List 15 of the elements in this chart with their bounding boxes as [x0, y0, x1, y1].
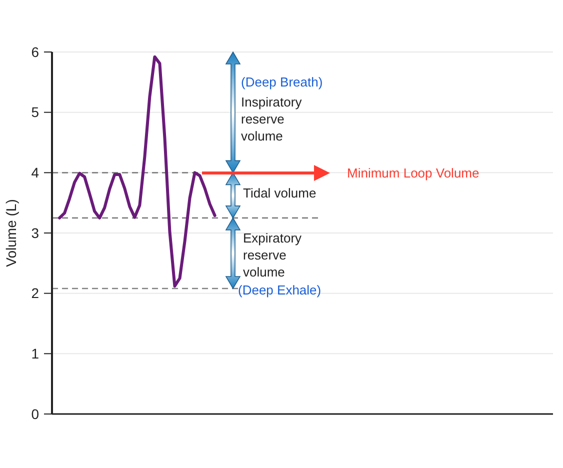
- y-tick-label: 1: [31, 346, 40, 362]
- y-tick-label: 3: [31, 224, 40, 241]
- annotation: Inspiratory reserve volume: [241, 94, 302, 144]
- y-axis-title: Volume (L): [3, 199, 19, 267]
- y-tick-label: 2: [31, 285, 40, 302]
- y-tick-label: 6: [31, 44, 40, 60]
- annotation: Expiratory reserve volume: [243, 230, 302, 280]
- annotation: Minimum Loop Volume: [347, 166, 480, 181]
- y-tick-label: 5: [31, 104, 40, 120]
- y-tick-label: 4: [31, 164, 40, 181]
- annotation: Tidal volume: [243, 186, 316, 201]
- y-tick-label: 0: [31, 406, 40, 422]
- line-series: [58, 55, 216, 288]
- annotation: (Deep Breath): [241, 74, 323, 90]
- annotation: (Deep Exhale): [238, 282, 322, 298]
